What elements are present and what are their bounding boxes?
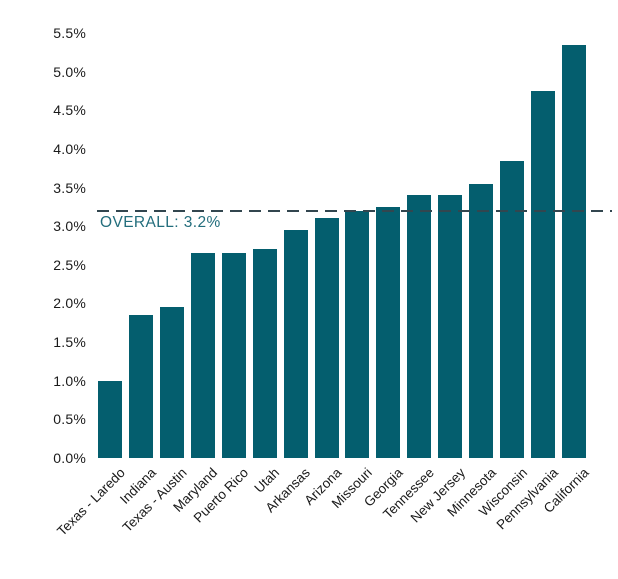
y-tick-label: 3.0%	[53, 218, 86, 235]
y-tick-label: 2.5%	[53, 256, 86, 273]
bar-arkansas	[283, 230, 308, 458]
bar-maryland	[190, 253, 215, 458]
overall-reference-line	[97, 209, 612, 212]
bar-tennessee	[407, 195, 432, 458]
bar-pennsylvania	[531, 90, 556, 458]
bar-wisconsin	[500, 160, 525, 458]
y-tick-label: 5.5%	[53, 25, 86, 41]
y-tick-label: 4.0%	[53, 140, 86, 157]
overall-reference-label: OVERALL: 3.2%	[100, 213, 221, 231]
bar-arizona	[314, 218, 339, 458]
bar-utah	[252, 249, 277, 458]
bar-indiana	[128, 315, 153, 458]
y-tick-label: 2.0%	[53, 295, 86, 312]
y-tick-label: 4.5%	[53, 102, 86, 119]
bar-georgia	[376, 206, 401, 458]
y-tick-label: 1.0%	[53, 372, 86, 389]
bar-minnesota	[469, 183, 494, 458]
bar-puerto-rico	[221, 253, 246, 458]
y-tick-label: 1.5%	[53, 334, 86, 351]
bar-new-jersey	[438, 195, 463, 458]
y-tick-label: 0.5%	[53, 411, 86, 428]
bar-missouri	[345, 210, 370, 458]
bar-texas-austin	[159, 307, 184, 458]
y-tick-label: 3.5%	[53, 179, 86, 196]
x-tick-label: Texas - Laredo	[53, 465, 128, 539]
y-tick-label: 0.0%	[53, 450, 86, 466]
bar-texas-laredo	[98, 380, 122, 458]
y-tick-label: 5.0%	[53, 63, 86, 80]
bar-california	[562, 44, 586, 458]
